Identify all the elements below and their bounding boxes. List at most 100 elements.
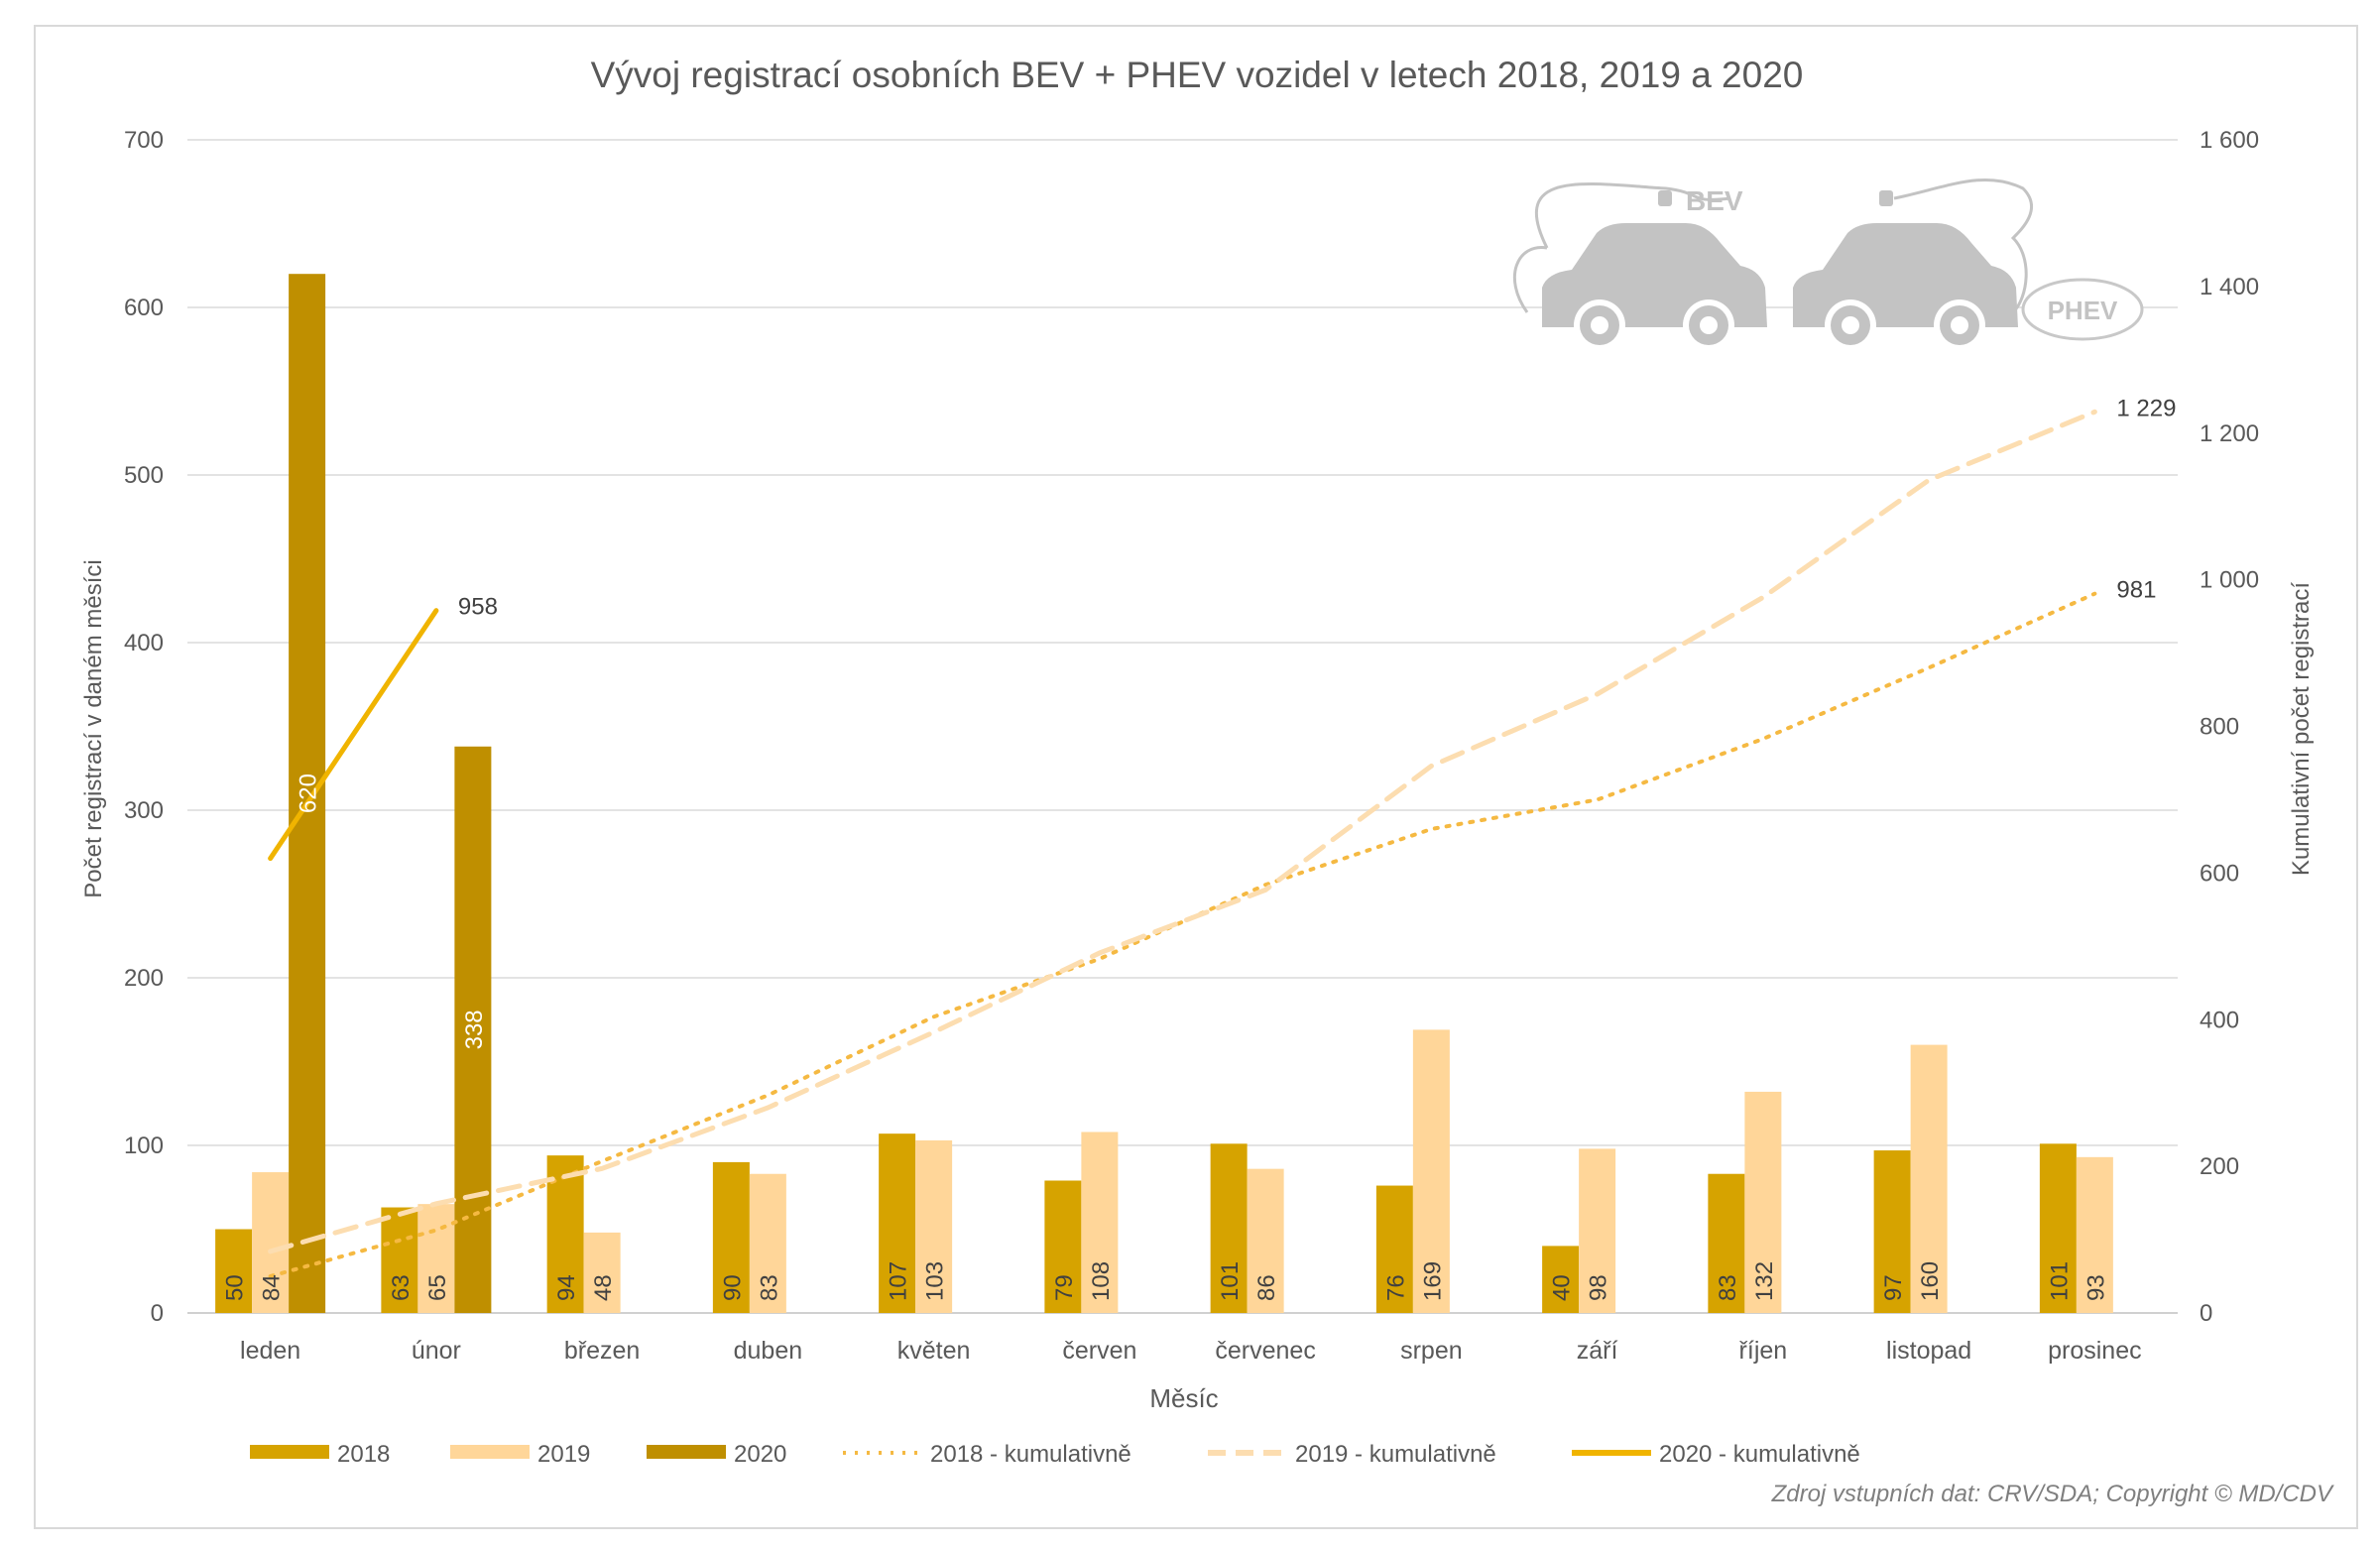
y2-tick-label: 400 — [2200, 1007, 2239, 1033]
bar-2020 — [454, 746, 492, 1313]
y2-tick-label: 1 600 — [2200, 127, 2259, 154]
y2-tick-label: 200 — [2200, 1153, 2239, 1180]
x-tick-label: srpen — [1400, 1337, 1463, 1365]
bar-2019 — [252, 1172, 290, 1313]
data-label: 90 — [719, 1274, 746, 1301]
legend-label: 2018 — [337, 1441, 390, 1468]
bar-2019 — [915, 1139, 953, 1313]
x-tick-label: listopad — [1886, 1337, 1971, 1365]
data-label: 160 — [1917, 1261, 1944, 1301]
data-label: 84 — [259, 1274, 286, 1301]
y2-tick-label: 1 400 — [2200, 274, 2259, 300]
y2-tick-label: 600 — [2200, 860, 2239, 887]
data-label: 101 — [1217, 1261, 1244, 1301]
x-tick-label: leden — [240, 1337, 300, 1365]
data-label: 97 — [1880, 1274, 1907, 1301]
legend-label: 2019 - kumulativně — [1295, 1441, 1496, 1468]
bar-2018 — [1375, 1185, 1413, 1313]
cumulative-end-label: 981 — [2116, 577, 2156, 604]
legend-swatch-2020 — [647, 1445, 726, 1459]
svg-text:BEV: BEV — [1686, 185, 1743, 216]
cumulative-end-label: 1 229 — [2116, 395, 2176, 421]
x-tick-label: červenec — [1215, 1337, 1315, 1365]
legend-label: 2020 - kumulativně — [1659, 1441, 1860, 1468]
y-tick-label: 600 — [124, 295, 164, 321]
y-tick-label: 400 — [124, 630, 164, 656]
y-axis-title: Počet registrací v daném měsíci — [80, 559, 107, 897]
y2-axis-title: Kumulativní počet registrací — [2288, 582, 2315, 876]
legend-label: 2020 — [734, 1441, 786, 1468]
data-label: 338 — [461, 1010, 488, 1049]
line-2020 - kumulativně — [268, 608, 439, 862]
data-label: 83 — [756, 1274, 782, 1301]
y2-tick-label: 1 200 — [2200, 420, 2259, 447]
y-tick-label: 0 — [151, 1300, 164, 1327]
chart-frame — [34, 25, 2358, 1529]
data-label: 86 — [1253, 1274, 1280, 1301]
bar-2018 — [1708, 1173, 1745, 1313]
bar-2018 — [1044, 1180, 1082, 1313]
y-tick-label: 300 — [124, 797, 164, 824]
x-tick-label: září — [1577, 1337, 1618, 1365]
x-tick-label: červen — [1062, 1337, 1136, 1365]
data-label: 94 — [553, 1274, 580, 1301]
y2-tick-label: 1 000 — [2200, 567, 2259, 594]
x-tick-label: březen — [564, 1337, 640, 1365]
line-2019 - kumulativně — [268, 409, 2097, 1254]
data-label: 76 — [1382, 1274, 1409, 1301]
legend-label: 2018 - kumulativně — [930, 1441, 1131, 1468]
y2-tick-label: 0 — [2200, 1300, 2212, 1327]
bar-2018 — [1210, 1143, 1248, 1313]
data-label: 132 — [1751, 1261, 1778, 1301]
data-label: 50 — [222, 1274, 249, 1301]
legend: 2018 2019 2020 2018 - kumulativně 2019 - kum… — [250, 1441, 1860, 1468]
data-label: 65 — [424, 1274, 451, 1301]
chart-title: Vývoj registrací osobních BEV + PHEV voz… — [591, 55, 1804, 95]
x-tick-label: duben — [734, 1337, 803, 1365]
source-note: Zdroj vstupních dat: CRV/SDA; Copyright … — [1771, 1481, 2334, 1507]
data-label: 620 — [296, 774, 322, 813]
data-label: 48 — [590, 1274, 617, 1301]
bar-2018 — [2039, 1143, 2077, 1313]
x-tick-label: prosinec — [2048, 1337, 2142, 1365]
bar-2018 — [712, 1161, 750, 1313]
bar-2018 — [215, 1229, 253, 1313]
bar-2018 — [381, 1207, 418, 1313]
data-label: 63 — [388, 1274, 415, 1301]
bar-2019 — [749, 1173, 786, 1313]
bar-2018 — [1542, 1246, 1580, 1313]
data-label: 107 — [886, 1261, 912, 1301]
y-tick-label: 200 — [124, 965, 164, 992]
y2-tick-label: 800 — [2200, 714, 2239, 741]
bar-2018 — [879, 1133, 916, 1313]
x-tick-label: květen — [897, 1337, 971, 1365]
x-tick-label: únor — [412, 1337, 461, 1365]
data-label: 83 — [1715, 1274, 1741, 1301]
cumulative-end-label: 958 — [458, 594, 498, 621]
data-label: 79 — [1051, 1274, 1078, 1301]
legend-swatch-2019 — [450, 1445, 530, 1459]
svg-text:PHEV: PHEV — [2048, 296, 2118, 325]
bar-2019 — [2076, 1156, 2113, 1313]
bar-2019 — [1081, 1132, 1119, 1313]
bar-2019 — [1579, 1148, 1616, 1313]
data-label: 98 — [1586, 1274, 1612, 1301]
ev-cars-logo: BEV PHEV — [1512, 178, 2144, 351]
data-label: 108 — [1088, 1261, 1115, 1301]
data-label: 93 — [2082, 1274, 2109, 1301]
data-label: 169 — [1419, 1261, 1446, 1301]
bar-2019 — [1910, 1044, 1948, 1313]
legend-label: 2019 — [537, 1441, 590, 1468]
bar-2019 — [1247, 1168, 1284, 1313]
data-label: 101 — [2046, 1261, 2073, 1301]
bar-2018 — [1873, 1150, 1911, 1313]
legend-swatch-2018 — [250, 1445, 329, 1459]
y-tick-label: 700 — [124, 127, 164, 154]
y-tick-label: 500 — [124, 462, 164, 489]
x-axis-title: Měsíc — [1149, 1383, 1218, 1413]
bar-2019 — [1412, 1029, 1450, 1313]
bar-2020 — [289, 274, 326, 1314]
bar-2019 — [417, 1204, 455, 1313]
data-label: 40 — [1549, 1274, 1576, 1301]
